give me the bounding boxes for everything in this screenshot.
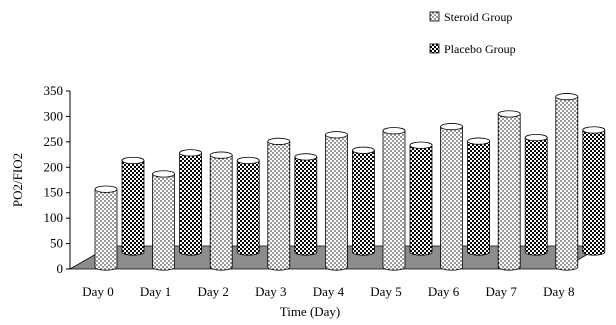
placebo-bar xyxy=(467,137,491,256)
x-tick-label: Day 6 xyxy=(428,284,460,299)
y-tick-label: 100 xyxy=(44,210,64,225)
legend-label-placebo: Placebo Group xyxy=(444,42,516,56)
placebo-bar xyxy=(121,156,145,256)
x-tick-label: Day 3 xyxy=(255,284,286,299)
steroid-bar xyxy=(267,137,291,271)
x-tick-label: Day 0 xyxy=(82,284,113,299)
x-tick-label: Day 4 xyxy=(313,284,345,299)
y-tick-label: 0 xyxy=(57,261,64,276)
y-tick-label: 200 xyxy=(44,159,64,174)
legend-label-steroid: Steroid Group xyxy=(444,10,512,24)
steroid-bar xyxy=(497,110,521,271)
steroid-bar xyxy=(555,93,579,271)
y-tick-label: 300 xyxy=(44,108,64,123)
placebo-bar xyxy=(294,153,318,256)
x-axis-ticks: Day 0 Day 1 Day 2 Day 3 Day 4 Day 5 Day 6 Day 7… xyxy=(82,284,574,299)
x-tick-label: Day 7 xyxy=(485,284,517,299)
steroid-bar xyxy=(152,170,176,271)
x-axis-title: Time (Day) xyxy=(280,304,341,319)
y-tick-label: 150 xyxy=(44,185,64,200)
bars xyxy=(94,93,606,271)
legend-swatch-placebo xyxy=(429,43,440,54)
steroid-bar xyxy=(209,151,233,271)
x-tick-label: Day 1 xyxy=(140,284,171,299)
placebo-bar xyxy=(582,126,606,256)
y-tick-label: 250 xyxy=(44,134,64,149)
y-axis-ticks: 0 50 100 150 200 250 300 350 xyxy=(44,83,70,276)
legend-swatch-steroid xyxy=(429,11,440,22)
placebo-bar xyxy=(179,149,203,256)
x-tick-label: Day 2 xyxy=(197,284,228,299)
y-tick-label: 50 xyxy=(50,236,63,251)
x-tick-label: Day 8 xyxy=(543,284,574,299)
steroid-bar xyxy=(94,185,118,271)
y-tick-label: 350 xyxy=(44,83,64,98)
y-axis-title: PO2/FIO2 xyxy=(10,153,25,207)
steroid-bar xyxy=(324,131,348,271)
steroid-bar xyxy=(440,123,464,271)
placebo-bar xyxy=(351,146,375,256)
legend: Steroid Group Placebo Group xyxy=(429,10,516,56)
placebo-bar xyxy=(409,141,433,256)
steroid-bar xyxy=(382,127,406,271)
x-tick-label: Day 5 xyxy=(370,284,401,299)
placebo-bar xyxy=(236,156,260,256)
placebo-bar xyxy=(524,133,548,256)
